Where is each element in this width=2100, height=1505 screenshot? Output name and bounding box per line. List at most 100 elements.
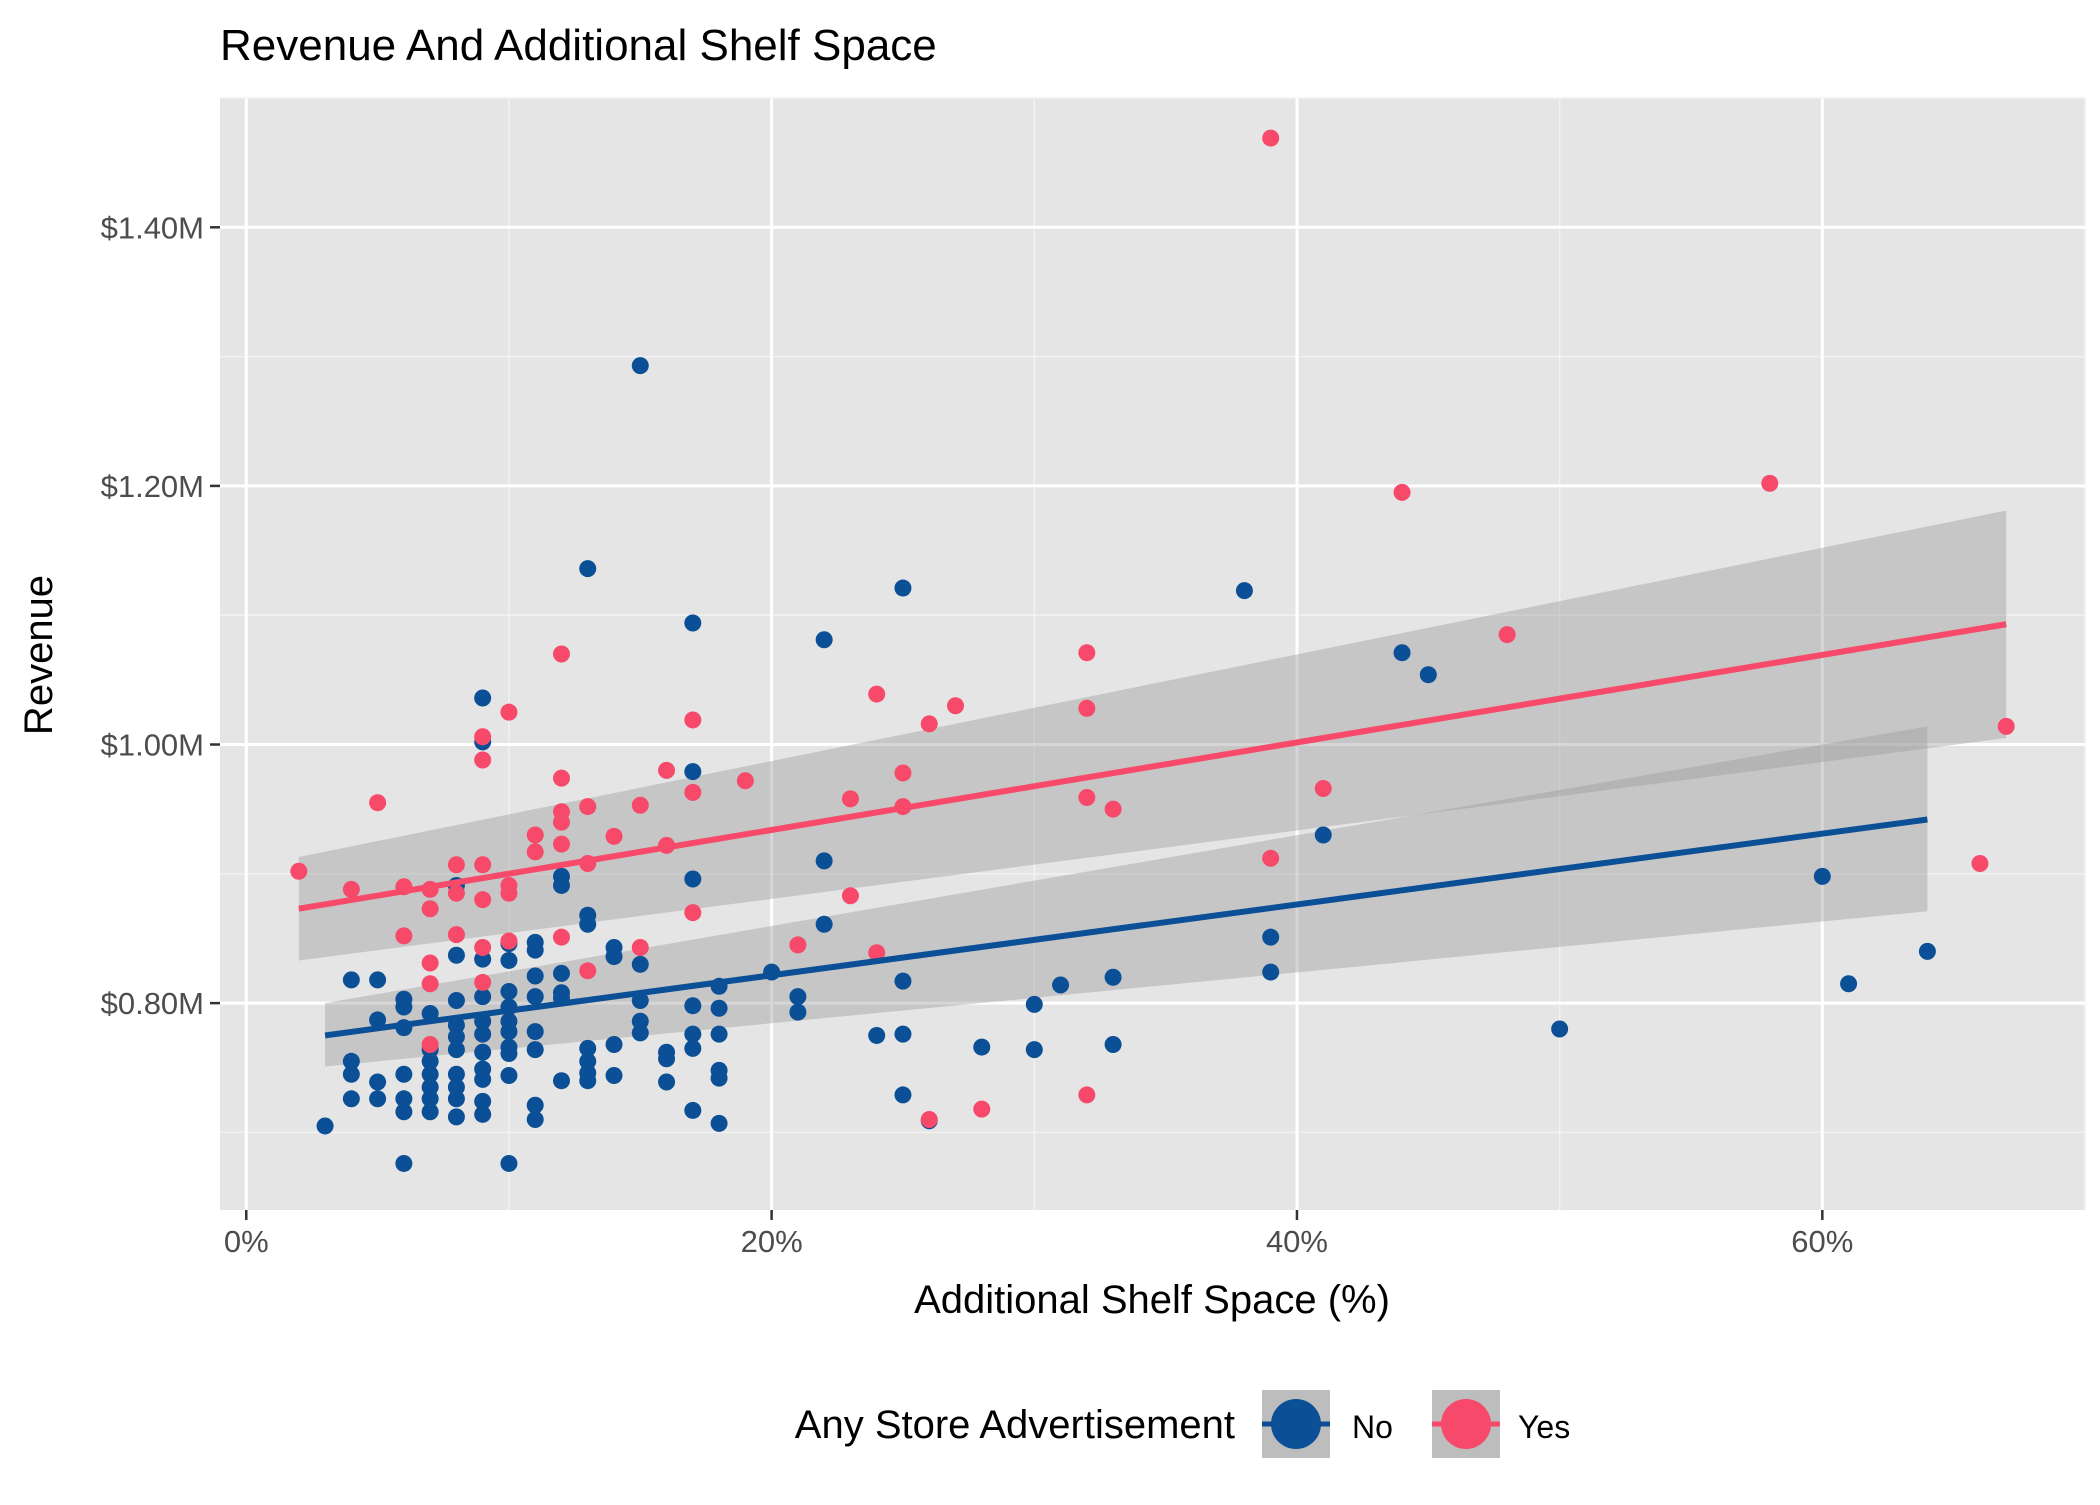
data-point-no [500,1012,518,1030]
data-point-no [500,951,518,969]
data-point-no [421,1052,439,1070]
data-point-no [500,1154,518,1172]
data-point-no [684,1101,702,1119]
data-point-no [579,906,597,924]
data-point-no [552,964,570,982]
data-point-no [395,1090,413,1108]
data-point-no [894,579,912,597]
data-point-no [447,946,465,964]
data-point-yes [736,772,754,790]
y-tick-label: $1.40M [101,210,204,245]
legend-label-yes: Yes [1518,1409,1570,1445]
data-point-yes [631,796,649,814]
data-point-no [868,1026,886,1044]
data-point-no [342,1090,360,1108]
data-point-no [1551,1020,1569,1038]
data-point-no [1104,968,1122,986]
data-point-no [474,1060,492,1078]
chart-title: Revenue And Additional Shelf Space [220,21,937,70]
data-point-no [605,939,623,957]
data-point-yes [1393,483,1411,501]
data-point-yes [1997,717,2015,735]
data-point-yes [920,715,938,733]
data-point-yes [474,856,492,874]
y-tick-label: $0.80M [101,986,204,1021]
data-point-no [395,1154,413,1172]
data-point-no [1104,1035,1122,1053]
data-point-yes [973,1100,991,1118]
data-point-no [1419,666,1437,684]
data-point-yes [920,1110,938,1128]
x-tick-label: 0% [224,1224,269,1259]
data-point-no [815,915,833,933]
data-point-no [1918,942,1936,960]
trend-line-yes [298,621,2007,912]
data-point-no [369,1090,387,1108]
data-point-yes [552,928,570,946]
data-point-no [447,1090,465,1108]
data-point-no [395,990,413,1008]
data-point-no [894,1086,912,1104]
data-point-no [526,1096,544,1114]
data-point-yes [1262,849,1280,867]
data-point-no [605,1067,623,1085]
data-point-no [526,1110,544,1128]
data-point-no [658,1043,676,1061]
data-point-yes [1314,779,1332,797]
confidence-band-yes [298,510,2007,961]
data-point-yes [474,728,492,746]
data-point-yes [1104,800,1122,818]
data-point-yes [1078,789,1096,807]
data-point-no [500,1067,518,1085]
data-point-no [658,1073,676,1091]
data-point-yes [342,880,360,898]
data-point-no [526,933,544,951]
data-point-yes [1761,474,1779,492]
data-point-no [815,852,833,870]
data-point-no [1052,976,1070,994]
data-point-no [474,988,492,1006]
data-point-yes [474,751,492,769]
data-point-no [684,870,702,888]
data-point-yes [841,790,859,808]
data-point-no [1813,867,1831,885]
data-point-no [369,1073,387,1091]
data-point-no [1393,644,1411,662]
data-point-yes [946,697,964,715]
data-point-no [579,1064,597,1082]
legend-dot-no [1271,1399,1321,1449]
x-tick-label: 20% [741,1224,803,1259]
data-point-no [526,1041,544,1059]
data-point-yes [447,884,465,902]
data-point-no [447,992,465,1010]
data-point-no [631,955,649,973]
data-point-no [342,1052,360,1070]
data-point-no [684,997,702,1015]
data-point-yes [526,826,544,844]
y-tick-label: $1.00M [101,728,204,763]
data-point-yes [1498,626,1516,644]
data-point-no [369,971,387,989]
data-point-yes [684,711,702,729]
data-point-yes [1262,129,1280,147]
data-point-yes [500,703,518,721]
data-point-no [710,999,728,1017]
data-point-no [684,763,702,781]
x-tick-label: 40% [1266,1224,1328,1259]
data-point-no [579,1052,597,1070]
data-point-yes [369,794,387,812]
data-point-no [421,1065,439,1083]
data-point-yes [395,927,413,945]
data-point-no [894,972,912,990]
data-point-no [815,631,833,649]
data-point-yes [631,939,649,957]
data-point-no [1235,582,1253,600]
data-point-no [710,1114,728,1132]
data-point-no [526,988,544,1006]
data-point-yes [474,973,492,991]
data-point-yes [421,900,439,918]
data-point-yes [526,843,544,861]
data-point-no [474,1092,492,1110]
data-point-no [395,1103,413,1121]
